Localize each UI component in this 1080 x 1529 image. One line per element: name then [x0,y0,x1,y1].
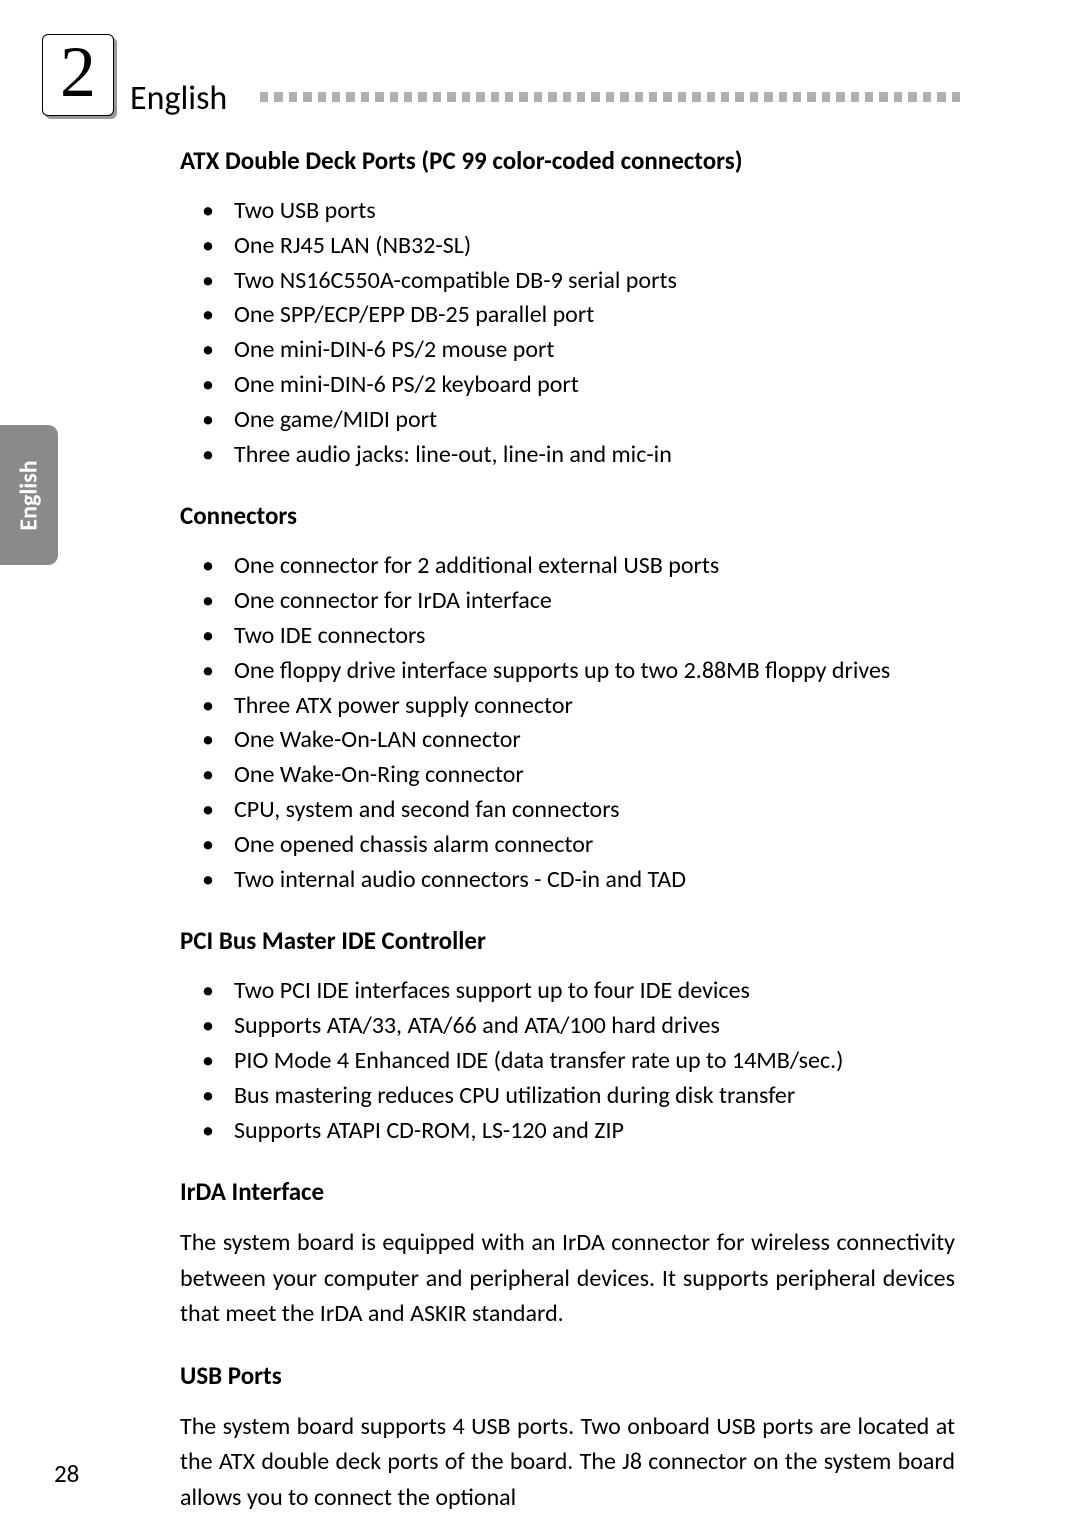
list-item: Supports ATAPI CD-ROM, LS-120 and ZIP [180,1114,955,1149]
heading-dots [260,92,960,106]
chapter-number: 2 [60,36,96,108]
dot-icon [289,92,297,102]
dot-icon [418,92,426,102]
language-heading: English [130,78,227,119]
dot-icon [851,92,859,102]
section-title: Connectors [180,500,955,531]
section-paragraph: The system board supports 4 USB ports. T… [180,1409,955,1516]
dot-icon [721,92,729,102]
section-title: ATX Double Deck Ports (PC 99 color-coded… [180,145,955,176]
section-title: IrDA Interface [180,1176,955,1207]
dot-icon [836,92,844,102]
side-tab-label: English [15,460,44,530]
bullet-list: Two USB portsOne RJ45 LAN (NB32-SL)Two N… [180,194,955,472]
dot-icon [447,92,455,102]
list-item: One opened chassis alarm connector [180,828,955,863]
list-item: Supports ATA/33, ATA/66 and ATA/100 hard… [180,1009,955,1044]
dot-icon [807,92,815,102]
section-title: PCI Bus Master IDE Controller [180,925,955,956]
dot-icon [591,92,599,102]
dot-icon [433,92,441,102]
dot-icon [952,92,960,102]
dot-icon [390,92,398,102]
section-paragraph: The system board is equipped with an IrD… [180,1225,955,1332]
bullet-list: One connector for 2 additional external … [180,549,955,897]
list-item: PIO Mode 4 Enhanced IDE (data transfer r… [180,1044,955,1079]
dot-icon [865,92,873,102]
dot-icon [346,92,354,102]
list-item: Two PCI IDE interfaces support up to fou… [180,974,955,1009]
list-item: One Wake-On-LAN connector [180,723,955,758]
dot-icon [822,92,830,102]
dot-icon [361,92,369,102]
section-title: USB Ports [180,1360,955,1391]
page-number: 28 [54,1458,79,1489]
dot-icon [707,92,715,102]
list-item: One SPP/ECP/EPP DB-25 parallel port [180,298,955,333]
dot-icon [692,92,700,102]
dot-icon [332,92,340,102]
dot-icon [476,92,484,102]
list-item: Two IDE connectors [180,619,955,654]
dot-icon [577,92,585,102]
list-item: Two NS16C550A-compatible DB-9 serial por… [180,264,955,299]
list-item: One connector for 2 additional external … [180,549,955,584]
list-item: CPU, system and second fan connectors [180,793,955,828]
list-item: Three audio jacks: line-out, line-in and… [180,438,955,473]
dot-icon [764,92,772,102]
dot-icon [274,92,282,102]
page-content: ATX Double Deck Ports (PC 99 color-coded… [180,145,955,1515]
dot-icon [894,92,902,102]
list-item: One Wake-On-Ring connector [180,758,955,793]
dot-icon [620,92,628,102]
dot-icon [908,92,916,102]
list-item: One game/MIDI port [180,403,955,438]
dot-icon [491,92,499,102]
list-item: Two internal audio connectors - CD-in an… [180,863,955,898]
list-item: Bus mastering reduces CPU utilization du… [180,1079,955,1114]
bullet-list: Two PCI IDE interfaces support up to fou… [180,974,955,1148]
dot-icon [548,92,556,102]
dot-icon [937,92,945,102]
dot-icon [318,92,326,102]
dot-icon [793,92,801,102]
dot-icon [635,92,643,102]
dot-icon [750,92,758,102]
list-item: One mini-DIN-6 PS/2 keyboard port [180,368,955,403]
list-item: One RJ45 LAN (NB32-SL) [180,229,955,264]
list-item: One connector for IrDA interface [180,584,955,619]
dot-icon [404,92,412,102]
chapter-number-box: 2 [42,34,114,116]
list-item: One floppy drive interface supports up t… [180,654,955,689]
dot-icon [663,92,671,102]
dot-icon [563,92,571,102]
list-item: Two USB ports [180,194,955,229]
side-language-tab: English [0,425,58,565]
dot-icon [606,92,614,102]
dot-icon [260,92,268,102]
dot-icon [735,92,743,102]
dot-icon [649,92,657,102]
dot-icon [879,92,887,102]
dot-icon [505,92,513,102]
dot-icon [779,92,787,102]
dot-icon [519,92,527,102]
dot-icon [462,92,470,102]
dot-icon [534,92,542,102]
dot-icon [303,92,311,102]
list-item: Three ATX power supply connector [180,689,955,724]
dot-icon [923,92,931,102]
dot-icon [678,92,686,102]
list-item: One mini-DIN-6 PS/2 mouse port [180,333,955,368]
dot-icon [375,92,383,102]
